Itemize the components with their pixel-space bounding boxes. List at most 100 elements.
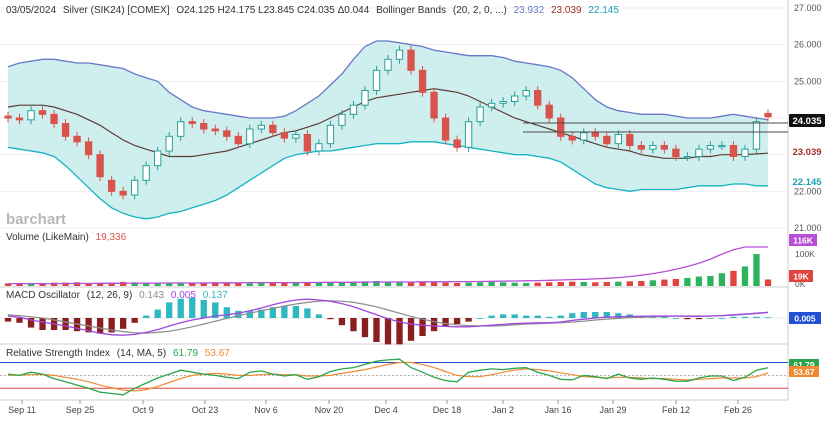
macd-histogram-bar bbox=[592, 312, 599, 318]
candle-body bbox=[257, 124, 265, 130]
macd-series bbox=[0, 297, 788, 345]
macd-histogram-bar bbox=[4, 318, 12, 322]
macd-histogram-bar bbox=[615, 313, 622, 318]
candle bbox=[326, 120, 335, 149]
volume-bar bbox=[304, 282, 311, 286]
rsi-flag-2: 53.67 bbox=[789, 366, 819, 377]
candle-body bbox=[50, 113, 58, 125]
volume-bar bbox=[361, 281, 369, 286]
candle bbox=[257, 120, 265, 134]
candle bbox=[430, 87, 438, 123]
macd-histogram-bar bbox=[753, 316, 760, 318]
volume-bar bbox=[695, 276, 703, 286]
x-tick-label: Oct 9 bbox=[132, 405, 154, 415]
volume-bar bbox=[615, 281, 622, 286]
candle-body bbox=[660, 145, 669, 150]
candle bbox=[441, 113, 450, 145]
volume-bar bbox=[223, 282, 230, 286]
candle-body bbox=[464, 121, 473, 148]
volume-bar bbox=[534, 282, 541, 286]
macd-params: (12, 26, 9) bbox=[87, 290, 133, 301]
x-tick-label: Feb 12 bbox=[662, 405, 690, 415]
volume-bar bbox=[718, 273, 726, 286]
candle-body bbox=[499, 101, 507, 104]
price-tick-label: 26.000 bbox=[794, 40, 822, 50]
macd-value-2: 0.005 bbox=[171, 290, 196, 301]
header-upper-value: 23.932 bbox=[514, 5, 545, 16]
lower-band-line bbox=[7, 141, 768, 220]
candle-body bbox=[545, 104, 553, 119]
volume-bar bbox=[753, 254, 760, 286]
candle bbox=[603, 131, 611, 149]
candle bbox=[50, 109, 58, 128]
candle bbox=[349, 100, 358, 119]
candle-body bbox=[407, 49, 415, 71]
candle-body bbox=[165, 135, 173, 152]
lower-band-label: 22.145 bbox=[792, 177, 822, 188]
macd-histogram-bar bbox=[327, 318, 334, 320]
macd-label: 0.005 bbox=[794, 314, 816, 324]
candle-body bbox=[234, 135, 242, 145]
volume-bar bbox=[119, 281, 127, 286]
macd-histogram-bar bbox=[119, 318, 127, 329]
candle bbox=[280, 128, 289, 143]
macd-header: MACD Oscillator (12, 26, 9) 0.143 0.005 … bbox=[6, 290, 228, 301]
candle-body bbox=[315, 143, 323, 152]
rsi-line bbox=[7, 358, 769, 396]
volume-ma-label: 116K bbox=[793, 236, 814, 246]
candle bbox=[303, 130, 312, 156]
macd-histogram-bar bbox=[304, 308, 311, 318]
x-tick-label: Jan 2 bbox=[492, 405, 514, 415]
macd-histogram-bar bbox=[292, 306, 300, 318]
macd-histogram-bar bbox=[166, 302, 173, 318]
candle bbox=[211, 124, 219, 136]
candle-body bbox=[292, 134, 300, 139]
x-tick-label: Sep 11 bbox=[8, 405, 36, 415]
candle-body bbox=[741, 148, 749, 158]
candle-body bbox=[361, 90, 369, 106]
volume-bar bbox=[580, 281, 587, 286]
candle-body bbox=[395, 49, 404, 60]
volume-bar bbox=[166, 282, 173, 286]
candle bbox=[476, 102, 484, 127]
candle-body bbox=[430, 91, 438, 119]
candle-body bbox=[84, 141, 93, 156]
candle-body bbox=[27, 110, 35, 121]
macd-histogram-bar bbox=[465, 318, 472, 322]
volume-bar bbox=[672, 278, 680, 286]
candle bbox=[38, 106, 47, 119]
volume-bar bbox=[327, 282, 334, 286]
candle bbox=[200, 119, 208, 134]
candle bbox=[119, 186, 127, 200]
volume-bar bbox=[661, 279, 668, 286]
macd-histogram-bar bbox=[269, 307, 277, 318]
volume-bar bbox=[730, 270, 737, 286]
candle bbox=[361, 86, 369, 110]
candle bbox=[741, 144, 749, 161]
bollinger-bands bbox=[7, 40, 769, 220]
candle bbox=[718, 141, 726, 150]
macd-histogram-bar bbox=[419, 318, 426, 336]
volume-bar bbox=[764, 279, 772, 286]
middle-band-label: 23.039 bbox=[792, 147, 821, 158]
macd-histogram-bar bbox=[27, 318, 35, 328]
macd-histogram-bar bbox=[730, 316, 737, 318]
candle-body bbox=[603, 135, 611, 145]
candle bbox=[4, 111, 12, 123]
candle bbox=[683, 152, 692, 161]
volume-bar bbox=[338, 281, 346, 286]
candle-body bbox=[326, 124, 335, 145]
volume-bar bbox=[246, 283, 253, 286]
header-middle-value: 23.039 bbox=[551, 5, 582, 16]
x-tick-label: Sep 25 bbox=[66, 405, 95, 415]
volume-bar bbox=[569, 281, 576, 286]
candle bbox=[649, 141, 657, 154]
candle-body bbox=[372, 69, 381, 92]
macd-histogram-bar bbox=[718, 318, 726, 319]
candle-body bbox=[303, 134, 312, 152]
x-tick-label: Nov 6 bbox=[254, 405, 278, 415]
macd-histogram-bar bbox=[396, 318, 403, 345]
header-lower-value: 22.145 bbox=[588, 5, 619, 16]
candle bbox=[73, 131, 81, 147]
